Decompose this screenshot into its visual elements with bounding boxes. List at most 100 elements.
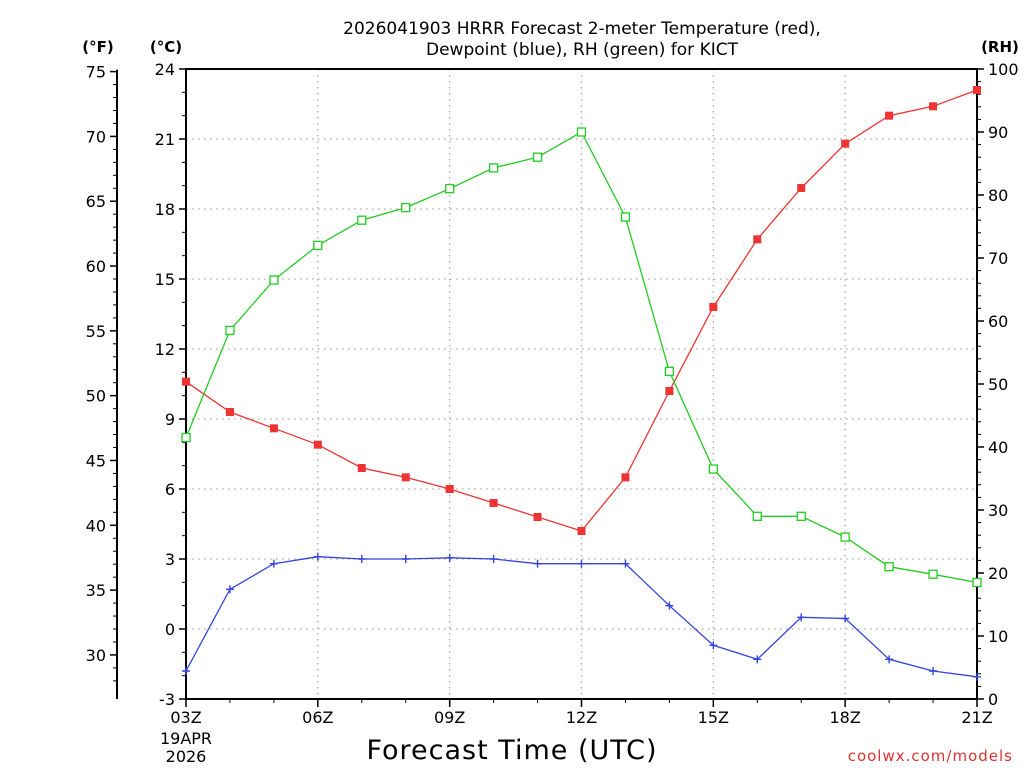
data-point [577, 527, 586, 535]
x-tick-label: 06Z [302, 708, 333, 727]
fahrenheit-axis-unit: (°F) [82, 38, 113, 56]
rh-axis-unit: (RH) [981, 38, 1019, 56]
data-point [841, 614, 850, 623]
x-tick-label: 21Z [961, 708, 992, 727]
rh-tick-label: 20 [988, 564, 1008, 583]
data-point [752, 511, 762, 521]
rh-tick-label: 70 [988, 249, 1008, 268]
celsius-tick-label: 24 [155, 60, 175, 79]
data-point [621, 559, 630, 568]
data-point [665, 387, 674, 395]
celsius-tick-label: -3 [159, 690, 175, 709]
data-point [445, 553, 454, 562]
data-point [225, 325, 235, 336]
data-point [708, 464, 718, 474]
series-rh [181, 127, 982, 588]
celsius-tick-label: 21 [155, 130, 175, 149]
celsius-tick-label: 9 [165, 410, 175, 429]
data-point [973, 672, 981, 681]
data-point [797, 184, 806, 192]
series-dewpoint [182, 552, 981, 681]
data-point [313, 240, 323, 251]
fahrenheit-tick-label: 65 [86, 192, 106, 211]
chart-title-line2: Dewpoint (blue), RH (green) for KICT [426, 40, 739, 60]
data-point [885, 111, 894, 120]
rh-tick-label: 60 [988, 312, 1008, 331]
celsius-axis-unit: (°C) [150, 38, 182, 56]
data-point [357, 555, 366, 563]
rh-tick-label: 90 [988, 123, 1008, 142]
celsius-tick-label: 18 [155, 200, 175, 219]
data-point [709, 641, 718, 650]
rh-tick-label: 50 [988, 375, 1008, 394]
axes: -3 0 3 6 9 12 15 18 21 24 30 35 40 45 50 55 60 65 70 75 0 10 2… [86, 60, 1019, 727]
series-layer [181, 86, 982, 681]
data-point [181, 432, 191, 443]
data-point [576, 127, 587, 137]
fahrenheit-tick-label: 70 [86, 127, 106, 146]
data-point [929, 102, 938, 111]
data-point [841, 139, 850, 148]
data-point [840, 532, 850, 542]
data-point [401, 555, 410, 563]
data-point [357, 215, 367, 225]
data-point [488, 163, 499, 173]
data-point [884, 562, 894, 572]
x-tick-label: 03Z [170, 708, 201, 727]
celsius-tick-label: 0 [165, 620, 175, 639]
data-point [577, 559, 586, 568]
data-point [797, 613, 806, 622]
data-point [753, 655, 762, 664]
x-tick-label: 09Z [434, 708, 465, 727]
data-point [313, 440, 322, 449]
fahrenheit-tick-label: 30 [86, 646, 106, 665]
rh-tick-label: 0 [988, 690, 998, 709]
fahrenheit-tick-label: 40 [86, 516, 106, 535]
data-point [269, 275, 279, 285]
data-point [709, 303, 718, 311]
rh-tick-label: 100 [988, 60, 1019, 79]
data-point [973, 86, 981, 94]
data-point [357, 464, 366, 472]
rh-tick-label: 30 [988, 501, 1008, 520]
celsius-tick-label: 15 [155, 270, 175, 289]
fahrenheit-tick-label: 75 [86, 63, 106, 82]
rh-tick-label: 80 [988, 186, 1008, 205]
rh-tick-label: 10 [988, 627, 1008, 646]
data-point [445, 184, 455, 194]
data-point [313, 552, 322, 561]
data-point [621, 473, 630, 482]
x-tick-label: 15Z [698, 708, 729, 727]
data-point [225, 408, 234, 416]
data-point [928, 569, 938, 579]
celsius-tick-label: 3 [165, 550, 175, 569]
date-label-month: 19APR [160, 729, 212, 748]
chart-title-line1: 2026041903 HRRR Forecast 2-meter Tempera… [343, 19, 821, 39]
data-point [269, 424, 278, 433]
data-point [620, 212, 631, 222]
fahrenheit-tick-label: 50 [86, 387, 106, 406]
series-2-meter-temperature [182, 86, 981, 535]
celsius-tick-label: 12 [155, 340, 175, 359]
data-point [972, 577, 982, 588]
fahrenheit-tick-label: 35 [86, 581, 106, 600]
fahrenheit-tick-label: 45 [86, 451, 106, 470]
data-point [269, 559, 278, 568]
data-point [182, 377, 190, 386]
data-point [401, 473, 410, 482]
rh-tick-label: 40 [988, 438, 1008, 457]
data-point [533, 513, 542, 521]
data-point [753, 235, 762, 244]
watermark: coolwx.com/models [848, 747, 1013, 765]
x-tick-label: 18Z [830, 708, 861, 727]
data-point [445, 485, 454, 493]
data-point [489, 555, 498, 563]
fahrenheit-tick-label: 60 [86, 257, 106, 276]
data-point [225, 585, 234, 594]
x-axis-label: Forecast Time (UTC) [366, 735, 657, 766]
x-tick-label: 12Z [566, 708, 597, 727]
data-point [533, 559, 542, 568]
data-point [182, 667, 190, 675]
